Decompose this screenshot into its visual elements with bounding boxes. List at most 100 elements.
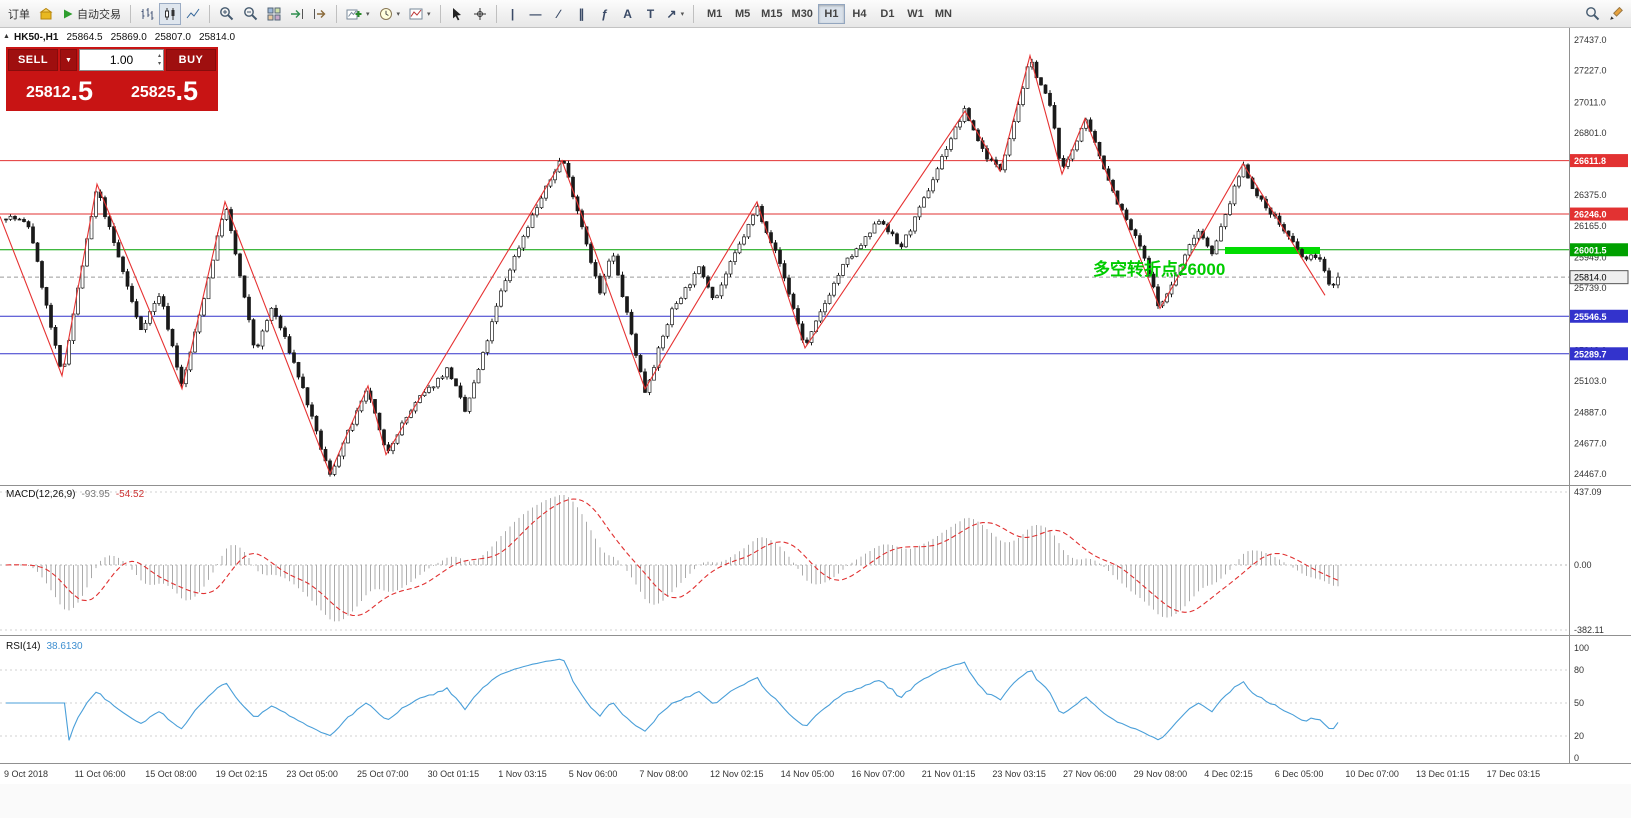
toolbar: 订单 自动交易 ▾ ▾ ▾ [0, 0, 1631, 28]
tab-timeframe-m1[interactable]: M1 [701, 4, 728, 24]
zoom-out-icon [244, 7, 258, 21]
svg-text:26001.5: 26001.5 [1574, 245, 1607, 255]
svg-text:16 Nov 07:00: 16 Nov 07:00 [851, 769, 905, 779]
auto-scroll-icon [291, 8, 303, 19]
svg-text:9 Oct 2018: 9 Oct 2018 [4, 769, 48, 779]
svg-text:80: 80 [1574, 665, 1584, 675]
date-axis[interactable]: 9 Oct 2018 11 Oct 06:00 15 Oct 08:00 19 Oct… [4, 769, 1540, 779]
search-button[interactable] [1581, 3, 1604, 25]
sell-button[interactable]: SELL [8, 49, 58, 71]
vertical-line-tool[interactable]: | [502, 3, 524, 25]
svg-text:437.09: 437.09 [1574, 487, 1602, 497]
market-icon[interactable] [35, 3, 57, 25]
line-chart-button[interactable] [182, 3, 204, 25]
text-tool[interactable]: A [617, 3, 639, 25]
trendline-tool[interactable]: ∕ [548, 3, 570, 25]
zoom-in-icon [220, 7, 234, 21]
volume-value: 1.00 [109, 53, 134, 67]
tab-timeframe-m30[interactable]: M30 [788, 4, 817, 24]
candlestick-icon [165, 7, 175, 20]
svg-text:25814.0: 25814.0 [1574, 273, 1607, 283]
edit-button[interactable] [1605, 3, 1627, 25]
horizontal-lines [0, 160, 1569, 355]
pivot-annotation: 多空转折点26000 [1093, 260, 1226, 279]
window-bottom-area [0, 784, 1631, 818]
svg-text:0.00: 0.00 [1574, 560, 1592, 570]
ohlc-open: 25864.5 [66, 32, 103, 43]
macd-name: MACD(12,26,9) [6, 489, 76, 500]
chevron-down-icon: ▾ [680, 10, 685, 18]
svg-text:27227.0: 27227.0 [1574, 66, 1607, 76]
spinner-down-icon[interactable]: ▾ [157, 61, 161, 67]
svg-text:11 Oct 06:00: 11 Oct 06:00 [75, 769, 126, 779]
cursor-tool-button[interactable] [446, 3, 468, 25]
zoom-out-button[interactable] [239, 3, 262, 25]
bar-chart-button[interactable] [136, 3, 158, 25]
chart-shift-button[interactable] [309, 3, 331, 25]
macd-histogram [10, 495, 1339, 622]
tile-windows-icon [267, 7, 281, 20]
rsi-line [6, 658, 1339, 741]
clock-icon [379, 7, 392, 20]
volume-spinner[interactable]: ▴ ▾ [158, 52, 161, 68]
svg-text:21 Nov 01:15: 21 Nov 01:15 [922, 769, 976, 779]
tab-timeframe-w1[interactable]: W1 [902, 4, 929, 24]
axis-price-labels: 26611.8 26246.0 26001.5 25546.5 25289.7 25814… [1569, 154, 1629, 361]
buy-button[interactable]: BUY [166, 49, 216, 71]
separator [495, 4, 497, 23]
tile-windows-button[interactable] [263, 3, 285, 25]
tab-timeframe-h4[interactable]: H4 [846, 4, 873, 24]
candlestick-chart-button[interactable] [159, 2, 181, 25]
fibonacci-icon: ƒ [601, 6, 608, 21]
macd-signal-value: -54.52 [115, 489, 145, 500]
tab-timeframe-d1[interactable]: D1 [874, 4, 901, 24]
ohlc-high: 25869.0 [110, 32, 147, 43]
svg-text:5 Nov 06:00: 5 Nov 06:00 [569, 769, 618, 779]
buy-price[interactable]: 25825.5 [113, 73, 216, 109]
profiles-button[interactable]: ▾ [375, 3, 405, 25]
zoom-in-button[interactable] [215, 3, 238, 25]
new-order-button[interactable]: 订单 [4, 3, 34, 25]
new-chart-button[interactable]: ▾ [342, 3, 374, 25]
svg-text:20: 20 [1574, 731, 1584, 741]
arrows-tool[interactable]: ↗ ▾ [663, 3, 689, 25]
text-icon: A [623, 6, 632, 21]
channel-icon: ∥ [578, 6, 585, 21]
price-axis[interactable]: 27437.027227.027011.026801.026591.026375… [1574, 35, 1607, 479]
text-label-tool[interactable]: T [640, 3, 662, 25]
sell-price[interactable]: 25812.5 [8, 73, 111, 109]
svg-text:29 Nov 08:00: 29 Nov 08:00 [1134, 769, 1188, 779]
volume-dropdown[interactable]: ▼ [60, 49, 77, 71]
tab-timeframe-h1[interactable]: H1 [817, 3, 845, 24]
tab-timeframe-mn[interactable]: MN [930, 4, 957, 24]
auto-scroll-button[interactable] [286, 3, 308, 25]
tab-timeframe-m15[interactable]: M15 [757, 4, 786, 24]
auto-trading-button[interactable]: 自动交易 [58, 3, 125, 25]
svg-text:24677.0: 24677.0 [1574, 438, 1607, 448]
svg-text:26611.8: 26611.8 [1574, 156, 1606, 166]
svg-text:26375.0: 26375.0 [1574, 190, 1607, 200]
svg-text:7 Nov 08:00: 7 Nov 08:00 [639, 769, 688, 779]
spinner-up-icon[interactable]: ▴ [157, 53, 161, 59]
pivot-highlight-bar [1225, 246, 1320, 254]
crosshair-tool-button[interactable] [469, 3, 491, 25]
chevron-down-icon: ▾ [396, 10, 401, 18]
svg-text:6 Dec 05:00: 6 Dec 05:00 [1275, 769, 1324, 779]
svg-text:1 Nov 03:15: 1 Nov 03:15 [498, 769, 547, 779]
panel-collapse-icon[interactable]: ▲ [3, 33, 10, 40]
tab-timeframe-m5[interactable]: M5 [729, 4, 756, 24]
sell-price-main: 25812 [25, 84, 71, 101]
svg-text:24467.0: 24467.0 [1574, 469, 1607, 479]
cursor-icon [452, 7, 461, 20]
svg-text:15 Oct 08:00: 15 Oct 08:00 [145, 769, 197, 779]
horizontal-line-tool[interactable]: — [525, 3, 547, 25]
chart-shift-icon [314, 8, 326, 19]
symbol-name: HK50-,H1 [14, 32, 59, 43]
volume-input[interactable]: 1.00 ▴ ▾ [79, 49, 164, 71]
zigzag-line [0, 53, 1326, 476]
channel-tool[interactable]: ∥ [571, 3, 593, 25]
rsi-panel: 100 80 50 20 0 [0, 643, 1589, 763]
fibonacci-tool[interactable]: ƒ [594, 3, 616, 25]
indicators-button[interactable]: ▾ [405, 3, 435, 25]
